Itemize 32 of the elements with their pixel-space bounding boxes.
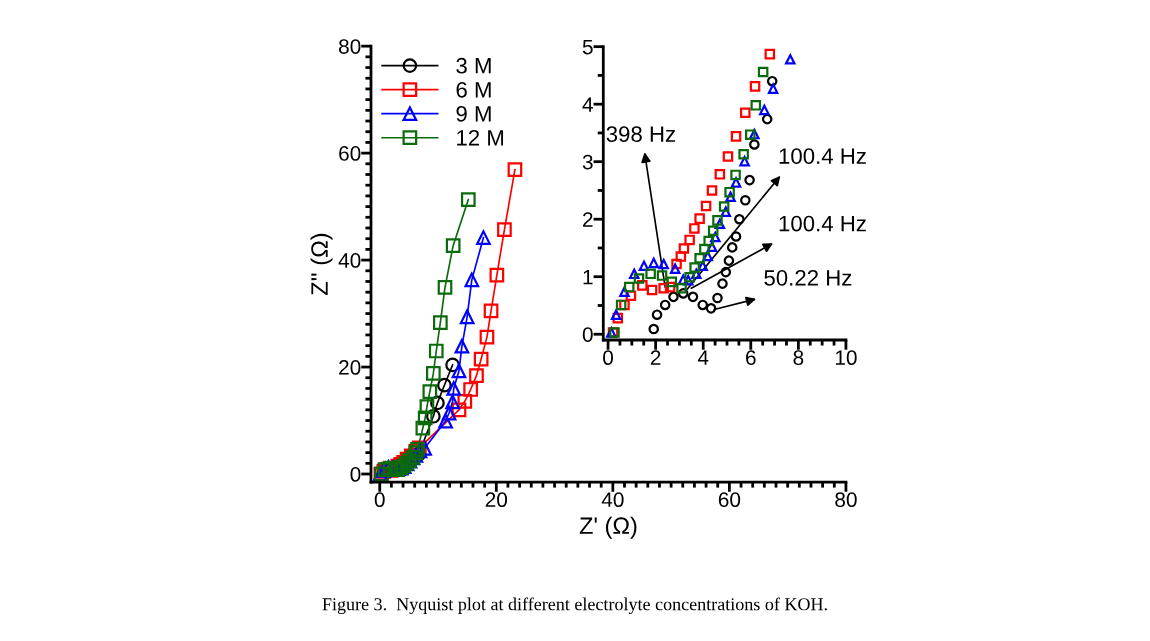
y-axis-title: Z'' (Ω) (310, 233, 333, 296)
annotation: 398 Hz (606, 126, 676, 142)
x-tick-label: 0 (603, 350, 614, 366)
legend-label: 6 M (456, 81, 491, 98)
y-tick-label: 4 (582, 97, 593, 112)
y-tick-label: 1 (583, 269, 593, 285)
x-tick-label: 20 (485, 492, 508, 508)
legend-label: 9 M (456, 105, 491, 122)
x-tick-label: 60 (718, 492, 741, 508)
x-tick-label: 8 (793, 350, 804, 366)
x-tick-label: 0 (374, 492, 385, 508)
y-tick-label: 80 (339, 39, 361, 54)
y-tick-label: 5 (582, 39, 593, 55)
y-tick-label: 0 (350, 467, 361, 482)
legend-label: 12 M (457, 130, 504, 146)
annotation: 50.22 Hz (764, 269, 852, 286)
y-tick-label: 2 (583, 212, 593, 227)
x-tick-label: 10 (835, 350, 857, 366)
x-axis-title: Z' (Ω) (579, 516, 637, 539)
x-tick-label: 4 (697, 350, 709, 365)
x-tick-label: 80 (835, 492, 857, 508)
x-tick-label: 40 (601, 492, 624, 508)
annotation: 100.4 Hz (779, 215, 866, 232)
y-tick-label: 60 (339, 146, 361, 161)
caption: Figure 3. Nyquist plot at different electrolyte concentrations of KOH. (322, 597, 827, 615)
x-tick-label: 6 (746, 350, 756, 366)
legend-label: 3 M (456, 57, 491, 74)
annotation: 100.4 Hz (779, 148, 866, 164)
y-tick-label: 40 (338, 253, 361, 268)
x-tick-label: 2 (650, 350, 661, 365)
y-tick-label: 0 (582, 327, 593, 342)
y-tick-label: 3 (582, 154, 593, 170)
